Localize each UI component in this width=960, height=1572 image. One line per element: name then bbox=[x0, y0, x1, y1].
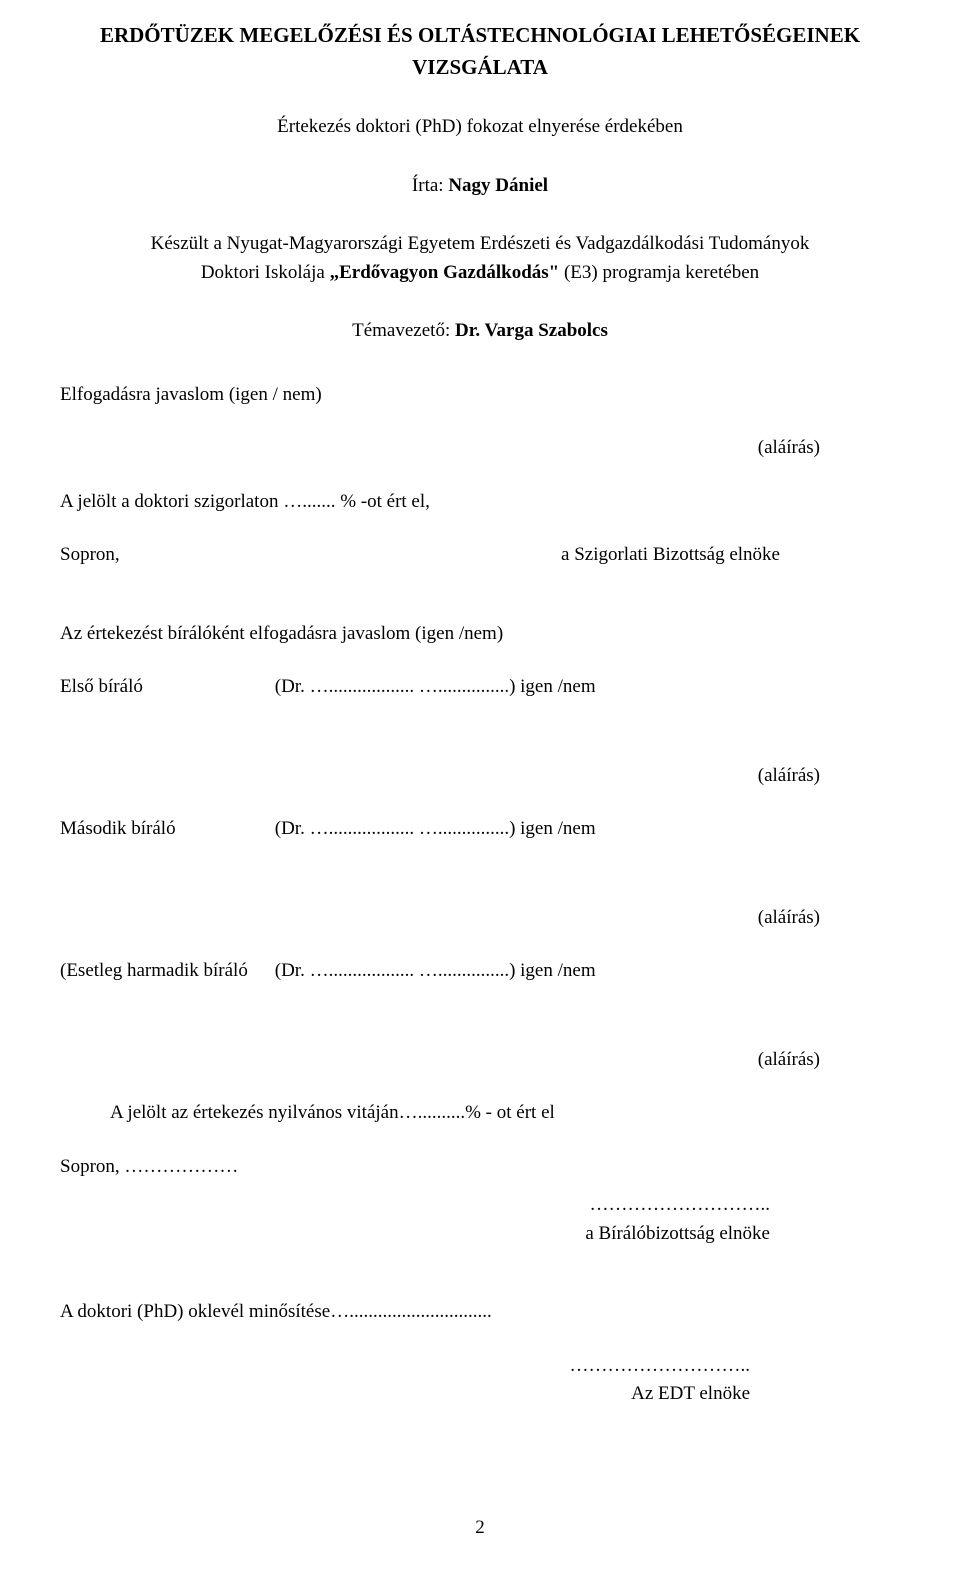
sopron-dots: Sopron, ……………… bbox=[60, 1153, 900, 1182]
page-number: 2 bbox=[0, 1514, 960, 1543]
institution-line1: Készült a Nyugat-Magyarországi Egyetem E… bbox=[151, 233, 810, 254]
institution-line2-prefix: Doktori Iskolája bbox=[201, 262, 330, 283]
edt-chair-label: Az EDT elnöke bbox=[631, 1383, 750, 1404]
defense-line: A jelölt az értekezés nyilvános vitáján…… bbox=[60, 1099, 900, 1128]
first-reviewer-label: Első bíráló bbox=[60, 673, 270, 702]
sopron-committee-block: Sopron, a Szigorlati Bizottság elnöke bbox=[60, 541, 900, 570]
institution-bold: „Erdővagyon Gazdálkodás" bbox=[330, 262, 560, 283]
author-line: Írta: Nagy Dániel bbox=[60, 172, 900, 201]
review-committee-chair: a Bírálóbizottság elnöke bbox=[585, 1223, 770, 1244]
institution-block: Készült a Nyugat-Magyarországi Egyetem E… bbox=[60, 230, 900, 287]
signature-1: (aláírás) bbox=[60, 434, 900, 463]
author-name: Nagy Dániel bbox=[448, 175, 548, 196]
supervisor-line: Témavezető: Dr. Varga Szabolcs bbox=[60, 317, 900, 346]
acceptance-line: Elfogadásra javaslom (igen / nem) bbox=[60, 381, 900, 410]
candidate-score-line: A jelölt a doktori szigorlaton …....... … bbox=[60, 488, 900, 517]
second-reviewer-line: Második bíráló (Dr. ….................. … bbox=[60, 815, 900, 844]
diploma-line: A doktori (PhD) oklevél minősítése….....… bbox=[60, 1298, 900, 1327]
third-reviewer-dr: (Dr. ….................. …..............… bbox=[275, 960, 596, 981]
dots-line-1: ……………………….. a Bírálóbizottság elnöke bbox=[60, 1191, 900, 1248]
third-reviewer-label: (Esetleg harmadik bíráló bbox=[60, 957, 270, 986]
signature-3: (aláírás) bbox=[60, 904, 900, 933]
third-reviewer-line: (Esetleg harmadik bíráló (Dr. ….........… bbox=[60, 957, 900, 986]
sopron-label-1: Sopron, bbox=[60, 541, 120, 570]
signature-4: (aláírás) bbox=[60, 1046, 900, 1075]
document-subtitle: Értekezés doktori (PhD) fokozat elnyerés… bbox=[60, 113, 900, 142]
second-reviewer-label: Második bíráló bbox=[60, 815, 270, 844]
dots-1: ……………………….. bbox=[590, 1194, 771, 1215]
first-reviewer-line: Első bíráló (Dr. ….................. …..… bbox=[60, 673, 900, 702]
dots-2: ……………………….. bbox=[570, 1355, 751, 1376]
author-prefix: Írta: bbox=[412, 175, 448, 196]
thesis-reviewer-heading: Az értekezést bírálóként elfogadásra jav… bbox=[60, 620, 900, 649]
supervisor-prefix: Témavezető: bbox=[352, 320, 455, 341]
edt-block: ……………………….. Az EDT elnöke bbox=[60, 1352, 900, 1409]
second-reviewer-dr: (Dr. ….................. …..............… bbox=[275, 818, 596, 839]
document-title: ERDŐTÜZEK MEGELŐZÉSI ÉS OLTÁSTECHNOLÓGIA… bbox=[60, 20, 900, 83]
first-reviewer-dr: (Dr. ….................. …..............… bbox=[275, 676, 596, 697]
signature-2: (aláírás) bbox=[60, 762, 900, 791]
institution-line2-suffix: (E3) programja keretében bbox=[559, 262, 759, 283]
supervisor-name: Dr. Varga Szabolcs bbox=[455, 320, 608, 341]
committee-chair-label: a Szigorlati Bizottság elnöke bbox=[561, 541, 900, 570]
